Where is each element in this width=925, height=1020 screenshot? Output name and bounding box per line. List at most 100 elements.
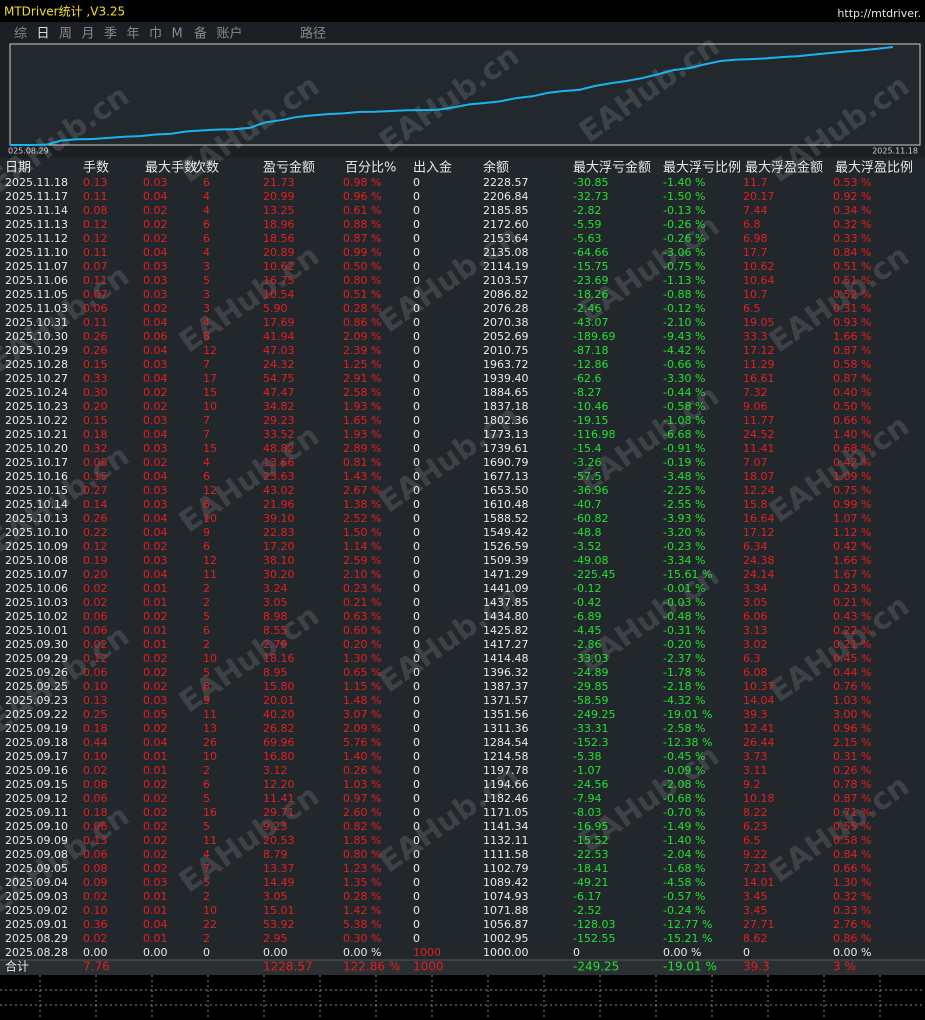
cell: -12.38 % xyxy=(663,736,712,749)
cell: 24.52 xyxy=(743,428,775,441)
tab[interactable]: 综 xyxy=(14,27,27,42)
cell: 0.02 xyxy=(143,834,168,847)
cell: 2.60 % xyxy=(343,806,381,819)
cell: 0.00 xyxy=(83,946,108,959)
cell: 2025.11.07 xyxy=(5,260,68,273)
column-header: 最大浮亏金额 xyxy=(573,160,651,176)
cell: 17.7 xyxy=(743,246,768,259)
cell: 0.93 % xyxy=(833,316,871,329)
cell: 2025.09.29 xyxy=(5,652,68,665)
cell: 2.91 % xyxy=(343,372,381,385)
cell: -225.45 xyxy=(573,568,615,581)
cell: 5 xyxy=(203,876,210,889)
cell: 0.03 xyxy=(143,260,168,273)
cell: 0.32 % xyxy=(833,218,871,231)
cell: 15.80 xyxy=(263,680,295,693)
cell: 20.99 xyxy=(263,190,295,203)
cell: -0.91 % xyxy=(663,442,705,455)
cell: 0 xyxy=(413,498,420,511)
cell: 2025.09.08 xyxy=(5,848,68,861)
tab[interactable]: 巾 xyxy=(149,27,162,42)
cell: -152.55 xyxy=(573,932,615,945)
cell: 1588.52 xyxy=(483,512,529,525)
cell: -249.25 xyxy=(573,708,615,721)
cell: 0.33 % xyxy=(833,904,871,917)
cell: 6 xyxy=(203,498,210,511)
tab[interactable]: M xyxy=(172,27,183,42)
cell: 2 xyxy=(203,932,210,945)
cell: 1437.85 xyxy=(483,596,529,609)
cell: 6 xyxy=(203,778,210,791)
cell: 0.84 % xyxy=(833,246,871,259)
cell: 1.15 % xyxy=(343,680,381,693)
cell: 2025.10.17 xyxy=(5,456,68,469)
cell: 8.55 xyxy=(263,624,288,637)
cell: 2025.10.31 xyxy=(5,316,68,329)
cell: 11.7 xyxy=(743,176,768,189)
path-tab[interactable]: 路径 xyxy=(300,26,326,42)
cell: 2025.09.25 xyxy=(5,680,68,693)
tab[interactable]: 日 xyxy=(37,27,50,42)
cell: 0.22 xyxy=(83,526,108,539)
cell: 0.10 xyxy=(83,680,108,693)
cell: 0.02 xyxy=(143,400,168,413)
cell: -2.58 % xyxy=(663,722,705,735)
cell: 0.31 % xyxy=(833,750,871,763)
cell: -3.52 xyxy=(573,540,601,553)
tab[interactable]: 周 xyxy=(59,27,72,42)
cell: -1.07 xyxy=(573,764,601,777)
tab[interactable]: 备 xyxy=(194,26,207,42)
tab[interactable]: 年 xyxy=(127,27,140,42)
cell: 0 xyxy=(413,862,420,875)
url: http://mtdriver. xyxy=(837,7,921,20)
cell: 0.04 xyxy=(143,246,168,259)
cell: 0.97 % xyxy=(343,792,381,805)
cell: -0.58 % xyxy=(663,400,705,413)
cell: 0.71 % xyxy=(833,806,871,819)
cell: 0.02 xyxy=(83,764,108,777)
column-header: 最大浮盈金额 xyxy=(745,160,823,176)
cell: 0.68 % xyxy=(833,442,871,455)
cell: 7.32 xyxy=(743,386,768,399)
cell: 2076.28 xyxy=(483,302,529,315)
cell: 6.06 xyxy=(743,610,768,623)
cell: 0 xyxy=(413,750,420,763)
cell: 0.51 % xyxy=(833,260,871,273)
cell: 4 xyxy=(203,246,210,259)
cell: -32.73 xyxy=(573,190,608,203)
cell: 2.76 % xyxy=(833,918,871,931)
cell: 54.75 xyxy=(263,372,295,385)
cell: 2025.09.22 xyxy=(5,708,68,721)
table-bg xyxy=(0,158,925,975)
cell: 0.15 xyxy=(83,414,108,427)
cell: 1509.39 xyxy=(483,554,529,567)
tab[interactable]: 月 xyxy=(82,27,95,42)
cell: 14.01 xyxy=(743,876,775,889)
cell: 11 xyxy=(203,834,217,847)
cell: -12.77 % xyxy=(663,918,712,931)
cell: 0.03 xyxy=(143,876,168,889)
cell: -3.06 % xyxy=(663,246,705,259)
cell: 1102.79 xyxy=(483,862,529,875)
cell: 3.73 xyxy=(743,750,768,763)
cell: 0.26 % xyxy=(343,764,381,777)
cell: -60.82 xyxy=(573,512,608,525)
cell: 2025.09.04 xyxy=(5,876,68,889)
tab[interactable]: 季 xyxy=(104,27,117,42)
cell: 0.11 xyxy=(83,316,108,329)
cell: 16.75 xyxy=(263,274,295,287)
tab[interactable]: 账户 xyxy=(217,26,243,42)
cell: -16.95 xyxy=(573,820,608,833)
cell: 0.01 xyxy=(143,750,168,763)
cell: 2 xyxy=(203,582,210,595)
cell: 0.30 % xyxy=(343,932,381,945)
cell: 0 xyxy=(413,876,420,889)
cell: -116.98 xyxy=(573,428,615,441)
cell: 30.20 xyxy=(263,568,295,581)
cell: 0.04 xyxy=(143,512,168,525)
cell: 0.20 % xyxy=(343,638,381,651)
cell: 5.76 % xyxy=(343,736,381,749)
cell: 3.07 % xyxy=(343,708,381,721)
cell: 0.31 % xyxy=(833,302,871,315)
cell: -0.09 % xyxy=(663,764,705,777)
